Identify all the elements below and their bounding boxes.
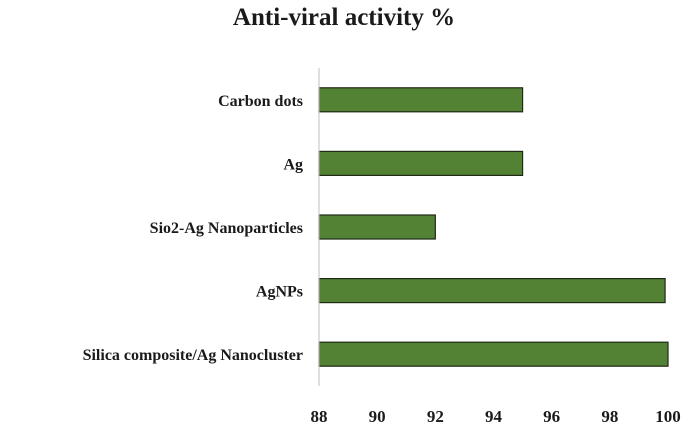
category-labels: Carbon dots Ag Sio2-Ag Nanoparticles AgNPs S… — [83, 93, 303, 364]
category-label: Sio2-Ag Nanoparticles — [150, 220, 303, 237]
bar-carbon-dots — [318, 87, 524, 113]
category-label: Silica composite/Ag Nanocluster — [83, 347, 303, 364]
chart-title: Anti-viral activity % — [232, 4, 456, 31]
bar-silica-composite-ag-nanocluster — [318, 341, 669, 367]
x-tick-label: 90 — [369, 407, 386, 426]
x-tick-label: 92 — [427, 407, 444, 426]
category-label: AgNPs — [256, 284, 303, 301]
bars-group — [318, 87, 669, 367]
bar-ag — [318, 150, 524, 176]
x-tick-label: 94 — [485, 407, 503, 426]
x-tick-label: 88 — [311, 407, 328, 426]
x-tick-label: 98 — [601, 407, 618, 426]
category-label: Ag — [283, 156, 303, 173]
x-axis: 88 90 92 94 96 98 100 — [311, 68, 681, 426]
bar-agnps — [318, 278, 666, 304]
x-tick-label: 100 — [655, 407, 681, 426]
x-tick-label: 96 — [543, 407, 560, 426]
category-label: Carbon dots — [218, 93, 303, 110]
bar-sio2-ag-nanoparticles — [318, 214, 436, 240]
